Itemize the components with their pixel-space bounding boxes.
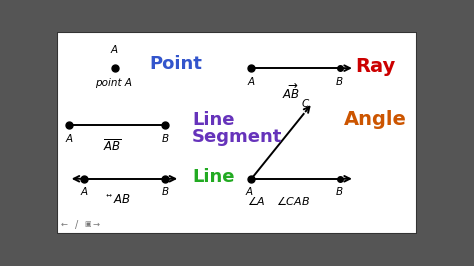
Text: Line: Line: [192, 168, 235, 186]
Text: B: B: [161, 134, 169, 144]
Text: $\angle A$: $\angle A$: [247, 194, 266, 207]
Text: /: /: [75, 219, 78, 230]
Text: A: A: [111, 45, 118, 55]
Text: A: A: [248, 77, 255, 86]
Text: A: A: [66, 134, 73, 144]
Text: $\rightarrow$: $\rightarrow$: [91, 220, 101, 229]
Text: B: B: [161, 187, 169, 197]
Text: $\angle CAB$: $\angle CAB$: [276, 194, 310, 207]
Text: Angle: Angle: [344, 110, 407, 129]
Text: $\leftarrow$: $\leftarrow$: [59, 220, 69, 229]
Text: Ray: Ray: [356, 57, 396, 76]
FancyBboxPatch shape: [57, 32, 417, 234]
Text: Line: Line: [192, 111, 235, 129]
Text: $\overrightarrow{AB}$: $\overrightarrow{AB}$: [282, 82, 300, 102]
Text: A: A: [80, 187, 88, 197]
Text: ▣: ▣: [84, 222, 91, 227]
Text: A: A: [246, 187, 253, 197]
Text: B: B: [336, 187, 343, 197]
Text: $\overleftrightarrow{AB}$: $\overleftrightarrow{AB}$: [106, 193, 131, 206]
Text: Segment: Segment: [192, 128, 283, 146]
Text: point A: point A: [95, 78, 132, 88]
Text: C: C: [302, 99, 309, 109]
Text: B: B: [336, 77, 343, 86]
Text: $\overline{AB}$: $\overline{AB}$: [103, 139, 122, 154]
Text: Point: Point: [149, 55, 202, 73]
